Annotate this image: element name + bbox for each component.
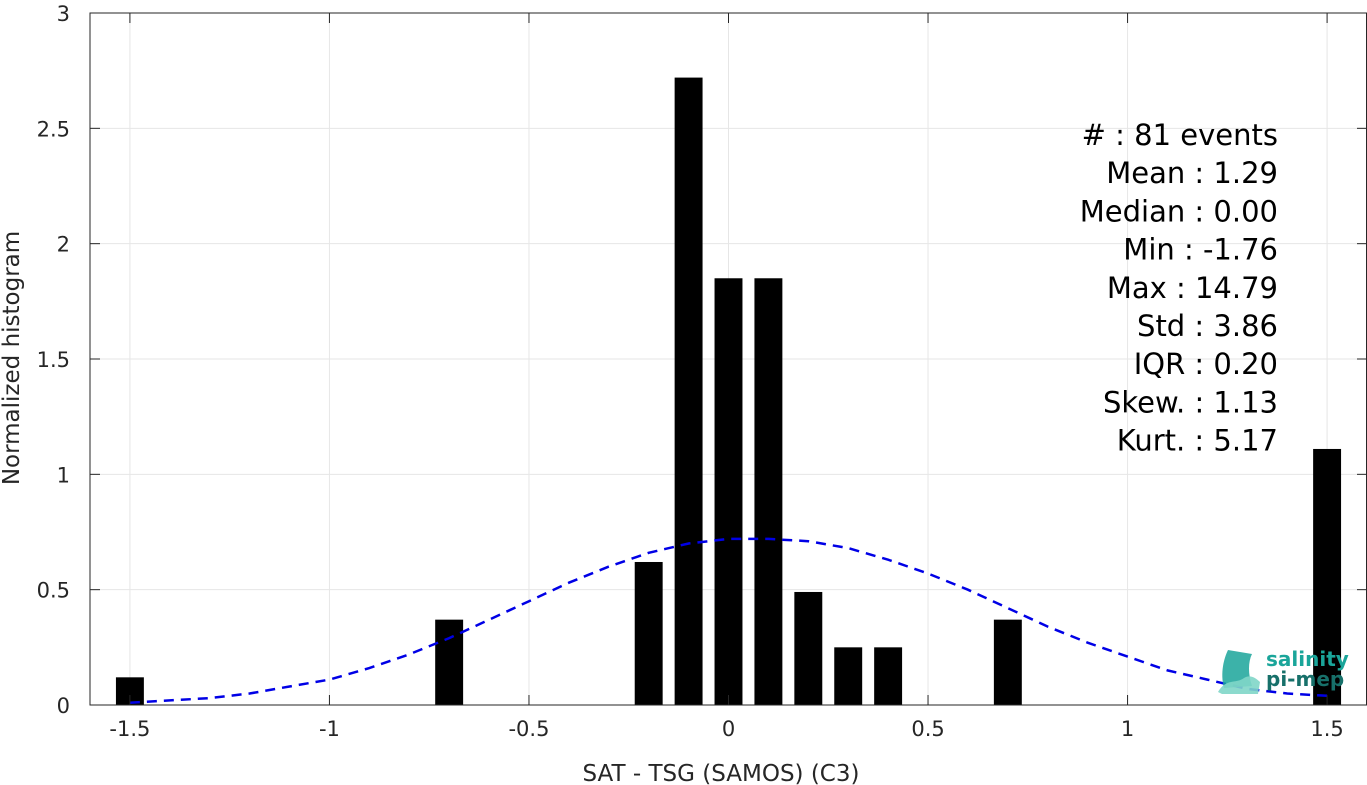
x-tick-label: 1 (1121, 717, 1134, 741)
bars (115, 77, 1342, 705)
y-tick-label: 2 (57, 233, 70, 257)
logo-text-line1: salinity (1266, 647, 1349, 671)
stats-line: Max : 14.79 (1107, 271, 1278, 305)
histogram-bar (754, 278, 783, 705)
x-tick-label: 1.5 (1310, 717, 1343, 741)
stats-line: Min : -1.76 (1123, 233, 1278, 267)
stats-line: # : 81 events (1082, 118, 1278, 152)
y-tick-label: 1.5 (37, 348, 70, 372)
histogram-bar (874, 647, 903, 705)
stats-line: Mean : 1.29 (1106, 156, 1278, 190)
y-tick-label: 0 (57, 694, 70, 718)
tick-labels: -1.5 -1 -0.5 0 0.5 1 1.5 0 0.5 1 1.5 2 2.5 3 (37, 2, 1344, 741)
histogram-bar (993, 619, 1022, 705)
y-tick-label: 3 (57, 2, 70, 26)
x-tick-label: 0 (722, 717, 735, 741)
x-axis-label: SAT - TSG (SAMOS) (C3) (583, 761, 860, 785)
x-tick-label: -1 (319, 717, 340, 741)
logo-text-line2: pi-mep (1266, 667, 1344, 691)
gaussian-fit-curve (129, 537, 1328, 704)
histogram-bar (1313, 448, 1342, 705)
y-tick-label: 2.5 (37, 117, 70, 141)
histogram-bar (435, 619, 464, 705)
histogram-bar (634, 561, 663, 705)
x-tick-label: -0.5 (508, 717, 549, 741)
stats-line: Median : 0.00 (1080, 194, 1278, 228)
histogram-bar (794, 591, 823, 705)
histogram-bar (834, 647, 863, 705)
x-tick-label: 0.5 (911, 717, 944, 741)
logo-wave-icon-2 (1218, 676, 1260, 694)
stats-line: Std : 3.86 (1137, 309, 1278, 343)
y-tick-label: 1 (57, 463, 70, 487)
y-axis-label: Normalized histogram (0, 231, 25, 485)
histogram-bar (714, 278, 743, 705)
x-tick-label: -1.5 (109, 717, 150, 741)
salinity-pi-mep-logo: salinity pi-mep (1218, 647, 1349, 694)
histogram-bar (674, 77, 703, 705)
stats-line: Kurt. : 5.17 (1117, 424, 1278, 458)
y-tick-label: 0.5 (37, 579, 70, 603)
fit-curve-layer (129, 537, 1328, 704)
stats-box: # : 81 events Mean : 1.29 Median : 0.00 Min… (1080, 118, 1278, 458)
stats-line: IQR : 0.20 (1134, 347, 1278, 381)
stats-line: Skew. : 1.13 (1103, 385, 1278, 419)
